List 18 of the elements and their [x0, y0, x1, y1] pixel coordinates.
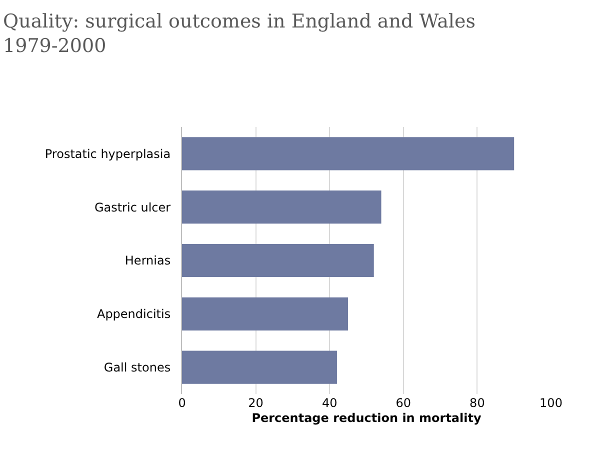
chart-title: Quality: surgical outcomes in England and Wales 1979-2000 [3, 10, 476, 58]
y-tick-label: Prostatic hyperplasia [44, 146, 171, 161]
x-tick-label: 60 [396, 396, 412, 410]
y-tick-label: Gall stones [104, 360, 171, 374]
x-axis-title: Percentage reduction in mortality [252, 410, 482, 425]
y-tick-label: Appendicitis [96, 307, 171, 322]
bar [182, 350, 337, 384]
x-tick-label: 20 [248, 396, 264, 410]
x-tick-label: 0 [178, 396, 186, 410]
x-tick-label: 100 [540, 396, 562, 410]
bar [182, 297, 348, 330]
bar [182, 137, 514, 170]
x-tick-label: 80 [470, 396, 485, 410]
y-tick-label: Hernias [124, 254, 171, 268]
bar [182, 244, 374, 278]
bar [182, 190, 382, 224]
y-tick-label: Gastric ulcer [94, 200, 171, 214]
x-tick-label: 40 [322, 396, 338, 410]
